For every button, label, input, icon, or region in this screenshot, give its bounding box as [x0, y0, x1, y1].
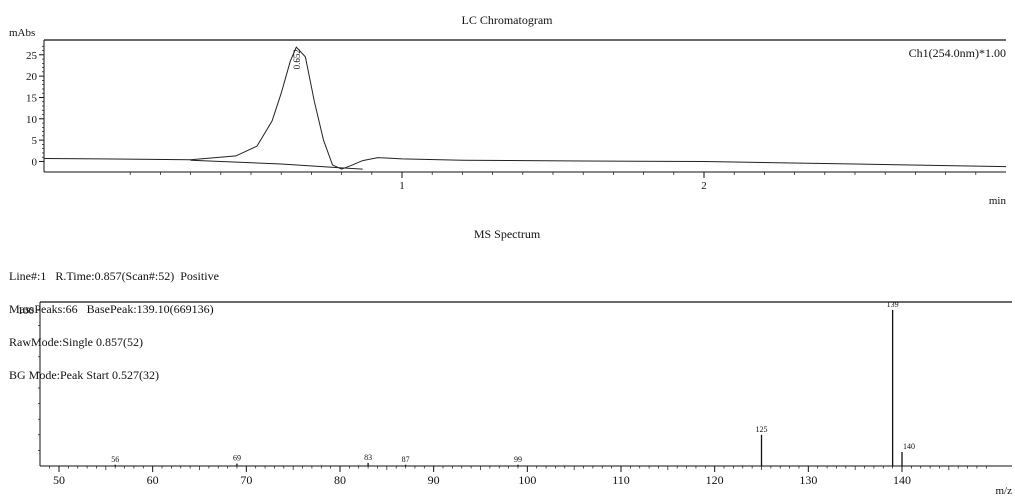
ms-y-tick-label: 100 — [18, 305, 35, 317]
ms-info-line: RawMode:Single 0.857(52) — [9, 335, 143, 349]
lc-chromatogram: LC Chromatogram mAbs min Ch1(254.0nm)*1.… — [9, 13, 1006, 207]
ms-x-tick-label: 100 — [518, 473, 536, 487]
lc-y-tick-label: 25 — [26, 50, 38, 62]
ms-title: MS Spectrum — [474, 227, 541, 241]
ms-x-tick-label: 70 — [240, 473, 252, 487]
ms-peak-label: 99 — [514, 455, 522, 464]
ms-peak-label: 125 — [756, 425, 768, 434]
lc-y-tick-label: 0 — [32, 156, 38, 168]
lc-y-ticks: 0 5 10 15 20 25 — [26, 45, 44, 168]
lc-x-axis-label: min — [989, 195, 1007, 207]
lc-series-line — [43, 46, 1007, 170]
ms-x-tick-label: 90 — [428, 473, 440, 487]
ms-x-tick-label: 80 — [334, 473, 346, 487]
lc-channel-label: Ch1(254.0nm)*1.00 — [909, 46, 1006, 60]
lc-x-tick-label: 1 — [399, 180, 405, 192]
lc-y-tick-label: 15 — [26, 92, 38, 104]
ms-y-ticks: 100 — [18, 305, 40, 451]
lc-title: LC Chromatogram — [462, 13, 554, 27]
ms-peak-label: 140 — [903, 442, 915, 451]
ms-x-axis-label: m/z — [996, 485, 1013, 497]
lc-y-tick-label: 20 — [26, 71, 38, 83]
ms-peak-label: 83 — [364, 453, 372, 462]
lc-y-tick-label: 5 — [32, 135, 38, 147]
ms-peaks: 56 69 83 87 99 125 139 140 — [111, 300, 915, 466]
ms-spectrum: MS Spectrum m/z 100 50 60 70 80 90 100 110 120 1… — [18, 227, 1013, 497]
ms-x-tick-label: 140 — [893, 473, 911, 487]
ms-peak-label: 139 — [887, 300, 899, 309]
ms-x-tick-label: 120 — [706, 473, 724, 487]
lc-peak-label: 0.652 — [292, 49, 302, 69]
lc-y-tick-label: 10 — [26, 114, 38, 126]
ms-peak-label: 56 — [111, 455, 119, 464]
ms-peak-label: 87 — [402, 455, 410, 464]
ms-x-tick-label: 60 — [147, 473, 159, 487]
ms-info-block: Line#:1 R.Time:0.857(Scan#:52) Positive … — [9, 249, 219, 392]
ms-info-line: Line#:1 R.Time:0.857(Scan#:52) Positive — [9, 269, 219, 283]
ms-peak-label: 69 — [233, 454, 241, 463]
ms-info-line: MassPeaks:66 BasePeak:139.10(669136) — [9, 302, 214, 316]
lc-series-line — [190, 159, 363, 170]
ms-x-tick-label: 50 — [53, 473, 65, 487]
ms-x-ticks: 50 60 70 80 90 100 110 120 130 140 — [49, 466, 987, 487]
ms-info-line: BG Mode:Peak Start 0.527(32) — [9, 368, 159, 382]
ms-x-tick-label: 110 — [612, 473, 630, 487]
lc-series — [43, 46, 1007, 170]
lc-x-tick-label: 2 — [701, 180, 707, 192]
lc-y-axis-label: mAbs — [9, 27, 35, 39]
ms-x-tick-label: 130 — [799, 473, 817, 487]
